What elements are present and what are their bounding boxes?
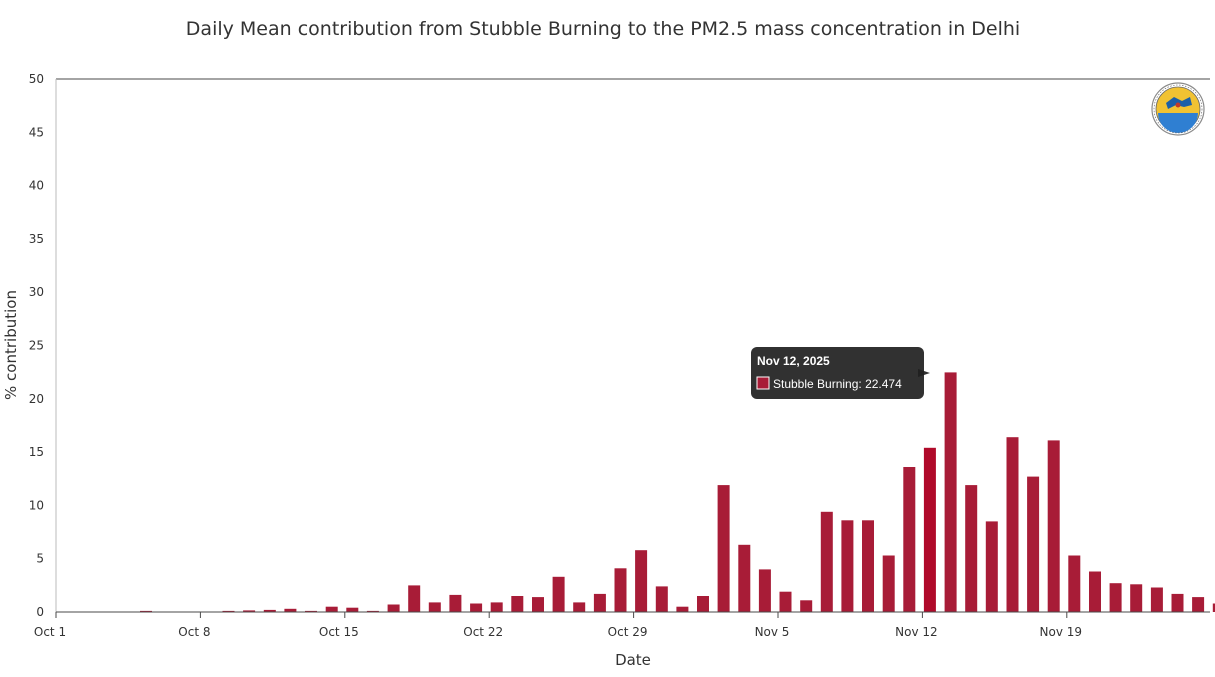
y-tick-label: 25	[29, 339, 44, 353]
bar[interactable]	[903, 467, 916, 612]
bar[interactable]	[985, 521, 998, 612]
tooltip-date: Nov 12, 2025	[757, 354, 830, 368]
bar[interactable]	[862, 520, 874, 612]
x-tick-label: Oct 22	[463, 625, 503, 639]
x-tick-label: Oct 29	[608, 625, 648, 639]
y-tick-label: 15	[29, 445, 44, 459]
bar[interactable]	[758, 569, 771, 612]
tooltip-value: Stubble Burning: 22.474	[773, 377, 902, 391]
bar[interactable]	[923, 447, 936, 612]
x-axis-label: Date	[615, 651, 651, 669]
bar[interactable]	[738, 544, 751, 612]
bar[interactable]	[820, 511, 833, 612]
bar[interactable]	[532, 597, 544, 612]
bar[interactable]	[779, 591, 792, 612]
bar[interactable]	[490, 602, 503, 612]
bar[interactable]	[1089, 571, 1101, 613]
bar[interactable]	[346, 607, 359, 612]
x-tick-labels: Oct 1 Oct 8 Oct 15 Oct 22 Oct 29 Nov 5 Nov 12 N…	[34, 612, 1082, 639]
bar[interactable]	[325, 606, 338, 612]
bar[interactable]	[243, 610, 256, 612]
bar[interactable]	[676, 606, 689, 612]
bar[interactable]	[263, 609, 276, 612]
bar[interactable]	[573, 602, 586, 612]
bar[interactable]	[428, 602, 441, 612]
x-tick-label: Nov 12	[895, 625, 938, 639]
y-tick-label: 35	[29, 232, 44, 246]
bar[interactable]	[965, 485, 978, 612]
bar[interactable]	[697, 596, 709, 612]
y-tick-label: 5	[36, 552, 44, 566]
bar[interactable]	[841, 520, 854, 612]
y-tick-label: 0	[36, 605, 44, 619]
x-tick-label: Nov 19	[1040, 625, 1083, 639]
bar[interactable]	[882, 555, 895, 613]
y-tick-label: 50	[29, 72, 44, 86]
bar[interactable]	[944, 372, 957, 612]
x-tick-label: Nov 5	[755, 625, 790, 639]
bar[interactable]	[800, 600, 813, 612]
bar[interactable]	[1171, 593, 1184, 612]
bar[interactable]	[408, 585, 421, 612]
bar[interactable]	[140, 610, 152, 612]
x-tick-label: Oct 1	[34, 625, 66, 639]
bar[interactable]	[284, 608, 297, 612]
tooltip-caret	[918, 369, 930, 377]
bar[interactable]	[1109, 583, 1122, 612]
x-tick-label: Oct 15	[319, 625, 359, 639]
bar[interactable]	[1150, 587, 1163, 613]
bar[interactable]	[1047, 440, 1060, 612]
emblem-logo	[1151, 82, 1205, 136]
bar[interactable]	[387, 604, 400, 613]
bar[interactable]	[655, 586, 668, 612]
y-tick-label: 40	[29, 179, 44, 193]
bar[interactable]	[1130, 584, 1143, 612]
bar[interactable]	[1027, 476, 1040, 612]
y-tick-label: 10	[29, 498, 44, 512]
bar[interactable]	[449, 594, 462, 612]
y-axis-label: % contribution	[2, 290, 20, 400]
bar[interactable]	[1192, 597, 1205, 612]
bar[interactable]	[552, 576, 565, 612]
bar-series-stubble-burning	[140, 372, 1215, 612]
bar[interactable]	[366, 610, 379, 612]
chart-title: Daily Mean contribution from Stubble Bur…	[186, 18, 1020, 40]
bar[interactable]	[305, 610, 317, 612]
bar[interactable]	[593, 593, 606, 612]
y-tick-labels: 0 5 10 15 20 25 30 35 40 45 50	[29, 72, 44, 619]
y-tick-label: 30	[29, 285, 44, 299]
bar[interactable]	[1006, 437, 1019, 612]
bar[interactable]	[222, 610, 235, 612]
bar[interactable]	[717, 485, 730, 612]
x-tick-label: Oct 8	[178, 625, 210, 639]
y-tick-label: 45	[29, 125, 44, 139]
bar[interactable]	[635, 550, 648, 612]
y-tick-label: 20	[29, 392, 44, 406]
bar[interactable]	[614, 568, 627, 612]
tooltip-swatch	[756, 376, 770, 390]
bar[interactable]	[511, 596, 524, 612]
bar[interactable]	[1068, 555, 1081, 613]
bar[interactable]	[470, 603, 483, 613]
tooltip-background	[751, 347, 924, 399]
bar[interactable]	[1212, 603, 1215, 613]
tooltip: Nov 12, 2025 Stubble Burning: 22.474	[751, 347, 930, 399]
